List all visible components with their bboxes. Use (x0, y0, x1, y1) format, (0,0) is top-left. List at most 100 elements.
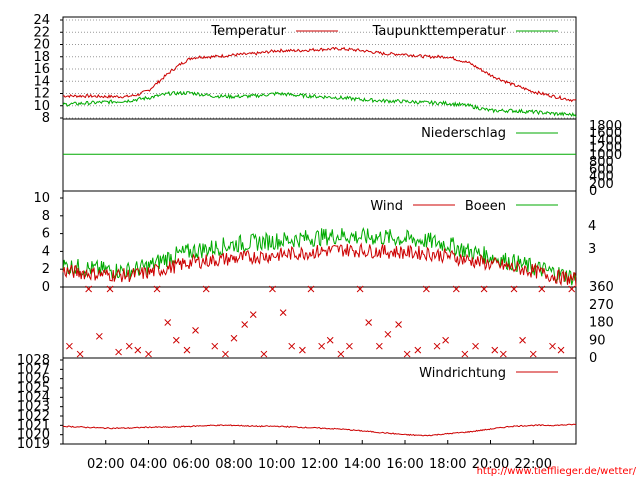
y-tick-label-right: 200 (589, 177, 614, 192)
y-tick-label-right: 1800 (589, 119, 622, 134)
wind-direction-point (299, 346, 306, 354)
wind-direction-point (85, 285, 93, 293)
y-tick-label-right: 1600 (589, 126, 622, 141)
wind-direction-point (414, 346, 422, 354)
x-tick-label: 18:00 (429, 457, 466, 472)
y-tick-label: 8 (42, 209, 50, 224)
wind-direction-point (491, 346, 499, 354)
wind-direction-layer (66, 285, 576, 358)
legend-wind-label: Wind (370, 199, 403, 214)
y-tick-label: 1020 (17, 428, 50, 443)
wind-direction-point (172, 336, 180, 344)
wind-direction-point (557, 346, 565, 354)
source-url: http://www.tiefflieger.de/wetter/ (477, 466, 637, 477)
x-tick-label: 16:00 (386, 457, 423, 472)
wind-direction-point (279, 309, 287, 316)
y-tick-label-right: 400 (589, 170, 614, 185)
gust-line (62, 226, 577, 286)
wind-direction-point (375, 342, 383, 350)
y-tick-label: 6 (42, 227, 50, 242)
wind-direction-point (395, 321, 402, 328)
y-tick-label: 2 (42, 262, 50, 277)
wind-direction-point (568, 285, 576, 293)
y-tick-label: 12 (33, 87, 50, 102)
y-tick-label-right: 800 (589, 155, 614, 170)
wind-direction-point (95, 332, 103, 340)
y-tick-label: 1019 (17, 437, 50, 452)
temperature-line (62, 46, 577, 103)
y-tick-label: 0 (42, 280, 50, 295)
y-tick-label: 20 (33, 38, 50, 53)
wind-direction-point (318, 342, 325, 350)
legend-gust-label: Boeen (465, 199, 506, 214)
wind-direction-point (326, 336, 334, 344)
pressure-line (62, 423, 577, 437)
wind-direction-point (403, 350, 411, 358)
wind-direction-point (269, 285, 276, 293)
wind-direction-point (384, 330, 392, 338)
wind-direction-point (202, 285, 210, 293)
x-tick-label: 22:00 (515, 457, 552, 472)
y-tick-label: 14 (33, 74, 50, 89)
tick-label-layer: 8101214161820222402004006008001000120014… (17, 13, 622, 472)
wind-direction-point (365, 319, 373, 326)
series-layer (62, 46, 577, 437)
wind-direction-point (222, 350, 229, 358)
y-tick-label: 1024 (17, 390, 50, 405)
wind-direction-point (192, 327, 199, 334)
y-tick-label: 10 (33, 191, 50, 206)
x-tick-label: 02:00 (87, 457, 124, 472)
wind-direction-point (106, 285, 114, 293)
beaufort-tick-label: 4 (588, 219, 596, 234)
wind-direction-point (356, 285, 364, 293)
wind-direction-point (346, 342, 353, 350)
legend-pressure-label: Windrichtung (419, 366, 506, 381)
beaufort-tick-label: 3 (588, 242, 596, 257)
y-tick-label: 1023 (17, 400, 50, 415)
wind-direction-point (260, 350, 268, 358)
wind-direction-point (115, 348, 122, 356)
y-tick-label: 1026 (17, 372, 50, 387)
y-tick-label-right: 1400 (589, 133, 622, 148)
direction-tick-label: 0 (589, 351, 597, 366)
wind-direction-point (499, 350, 507, 358)
wind-direction-point (472, 342, 479, 350)
wind-direction-point (549, 342, 556, 350)
wind-direction-point (125, 342, 133, 350)
wind-direction-point (164, 319, 172, 326)
wind-direction-point (230, 334, 238, 342)
wind-direction-point (433, 342, 441, 350)
wind-direction-point (538, 285, 546, 293)
wind-line (62, 242, 577, 287)
direction-tick-label: 90 (589, 333, 606, 348)
y-tick-label: 10 (33, 99, 50, 114)
wind-direction-point (519, 336, 526, 344)
y-tick-label-right: 0 (589, 184, 597, 199)
y-tick-label: 8 (42, 111, 50, 126)
wind-direction-point (76, 350, 84, 358)
wind-direction-point (307, 285, 315, 293)
y-tick-label: 1025 (17, 381, 50, 396)
x-tick-label: 10:00 (258, 457, 295, 472)
wind-direction-point (134, 346, 142, 354)
direction-tick-label: 360 (589, 280, 614, 295)
y-tick-label: 1021 (17, 418, 50, 433)
y-tick-label: 4 (42, 244, 50, 259)
dewpoint-line (62, 90, 577, 118)
legend-temperature-label: Temperatur (210, 24, 286, 39)
wind-direction-point (183, 346, 191, 354)
legend-dewpoint-label: Taupunkttemperatur (372, 24, 507, 39)
x-tick-label: 14:00 (344, 457, 381, 472)
legend-precipitation-label: Niederschlag (421, 126, 506, 141)
y-tick-label: 24 (33, 13, 50, 28)
x-tick-label: 20:00 (472, 457, 509, 472)
x-tick-label: 04:00 (130, 457, 167, 472)
wind-direction-point (442, 336, 449, 344)
y-tick-label: 16 (33, 62, 50, 77)
y-tick-label: 1028 (17, 353, 50, 368)
wind-direction-point (510, 285, 518, 293)
wind-direction-point (480, 285, 488, 293)
wind-direction-point (241, 321, 249, 328)
